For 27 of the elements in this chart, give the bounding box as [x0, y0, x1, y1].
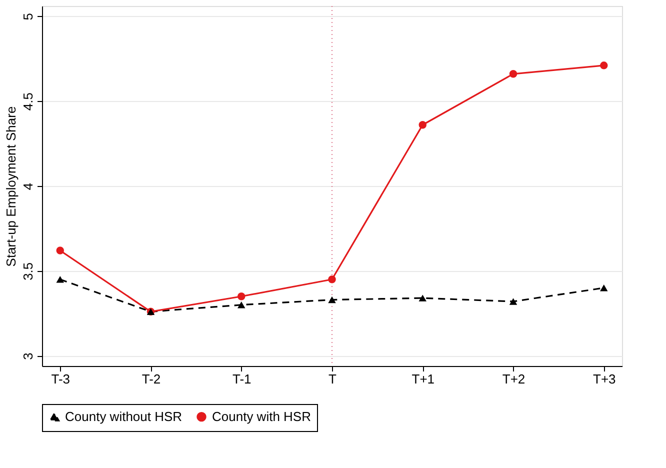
- legend-label: County without HSR: [65, 409, 182, 424]
- y-tick-label: 3.5: [20, 262, 36, 280]
- x-tick-label: T+1: [412, 372, 435, 386]
- y-axis-title: Start-up Employment Share: [4, 106, 18, 267]
- point: [418, 294, 426, 302]
- x-tick-label: T+3: [592, 372, 616, 386]
- y-tick-label: 3: [20, 352, 36, 360]
- y-tick-label: 5: [20, 13, 36, 20]
- point: [328, 296, 336, 304]
- point: [238, 302, 246, 308]
- x-tick-label: T: [328, 372, 337, 386]
- point: [328, 276, 336, 284]
- point: [600, 284, 608, 292]
- point: [509, 298, 518, 305]
- legend-label: County with HSR: [212, 408, 311, 424]
- point: [509, 70, 518, 78]
- x-tick-label: T-1: [232, 372, 252, 386]
- x-tick-label: T-2: [142, 372, 161, 386]
- y-tick-label: 4: [20, 182, 36, 190]
- point: [56, 246, 64, 254]
- point: [600, 62, 608, 70]
- point: [418, 121, 426, 129]
- x-tick-label: T-3: [51, 372, 70, 386]
- point: [56, 276, 64, 283]
- point: [238, 292, 246, 300]
- y-tick-label: 4.5: [20, 92, 36, 111]
- x-tick-label: T+2: [502, 372, 526, 386]
